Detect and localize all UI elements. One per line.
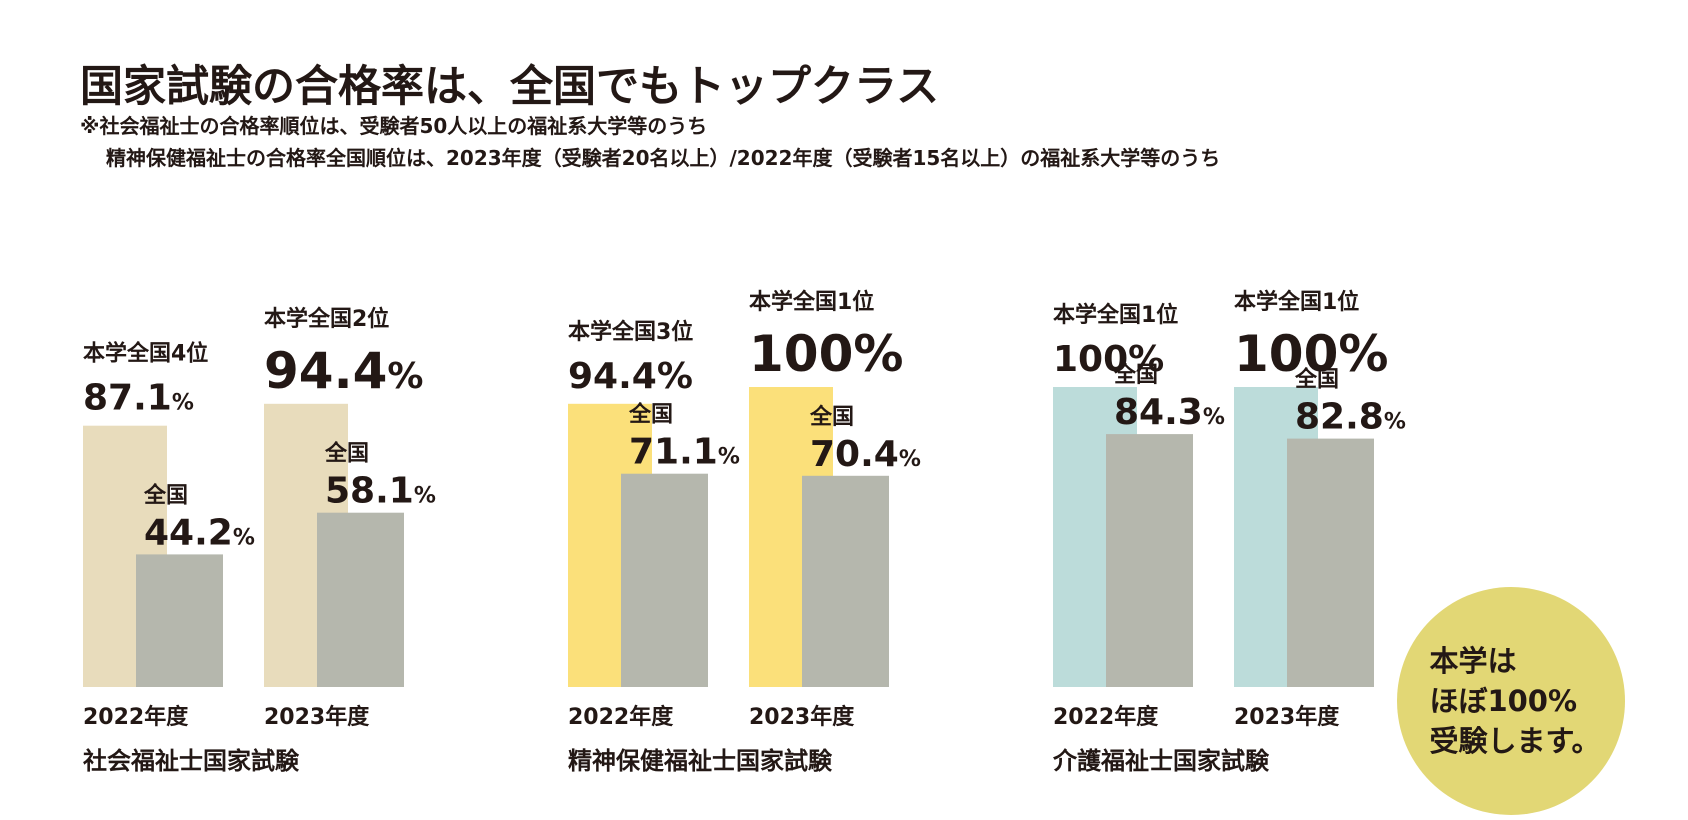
badge-line-3: 受験します。: [1429, 724, 1601, 758]
national-label: 全国: [628, 402, 673, 428]
national-bar: [802, 475, 889, 687]
national-label: 全国: [143, 482, 188, 508]
national-label: 全国: [1113, 362, 1158, 388]
school-rank-label: 本学全国2位: [264, 306, 389, 332]
national-bar: [317, 512, 404, 687]
national-bar: [136, 554, 223, 687]
chart-title: 精神保健福祉士国家試験: [568, 747, 833, 775]
badge-circle: 本学は ほぼ100% 受験します。: [1397, 587, 1625, 815]
category-label: 2022年度: [568, 704, 674, 730]
national-bar: [621, 473, 708, 687]
school-value-label: 100%: [1053, 339, 1164, 380]
national-value-label: 82.8%: [1295, 397, 1406, 438]
chart-title: 社会福祉士国家試験: [83, 747, 300, 775]
note-line-2: 精神保健福祉士の合格率全国順位は、2023年度（受験者20名以上）/2022年度…: [106, 146, 1221, 170]
national-value-label: 71.1%: [629, 432, 740, 473]
badge-line-2: ほぼ100%: [1429, 684, 1578, 718]
school-value-label: 100%: [1234, 325, 1388, 383]
school-value-label: 100%: [749, 325, 903, 383]
category-label: 2023年度: [749, 704, 855, 730]
school-value-label: 94.4%: [264, 342, 423, 400]
national-label: 全国: [1294, 367, 1339, 393]
school-rank-label: 本学全国1位: [1234, 289, 1359, 315]
school-rank-label: 本学全国1位: [749, 289, 874, 315]
school-rank-label: 本学全国3位: [568, 319, 693, 345]
national-bar: [1287, 438, 1374, 687]
national-value-label: 84.3%: [1114, 392, 1225, 433]
category-label: 2023年度: [1234, 704, 1340, 730]
national-value-label: 70.4%: [810, 434, 921, 475]
category-label: 2022年度: [1053, 704, 1159, 730]
page-title: 国家試験の合格率は、全国でもトップクラス: [80, 62, 940, 112]
note-line-1: ※社会福祉士の合格率順位は、受験者50人以上の福祉系大学等のうち: [80, 114, 708, 138]
category-label: 2023年度: [264, 704, 370, 730]
school-value-label: 87.1%: [83, 378, 194, 419]
national-label: 全国: [324, 441, 369, 467]
national-value-label: 44.2%: [144, 512, 255, 553]
school-rank-label: 本学全国1位: [1053, 302, 1178, 328]
category-label: 2022年度: [83, 704, 189, 730]
school-value-label: 94.4%: [568, 356, 693, 397]
chart-title: 介護福祉士国家試験: [1052, 747, 1270, 775]
national-value-label: 58.1%: [325, 471, 436, 512]
school-rank-label: 本学全国4位: [83, 341, 208, 367]
badge-line-1: 本学は: [1429, 644, 1517, 678]
national-label: 全国: [809, 404, 854, 430]
national-bar: [1106, 434, 1193, 687]
